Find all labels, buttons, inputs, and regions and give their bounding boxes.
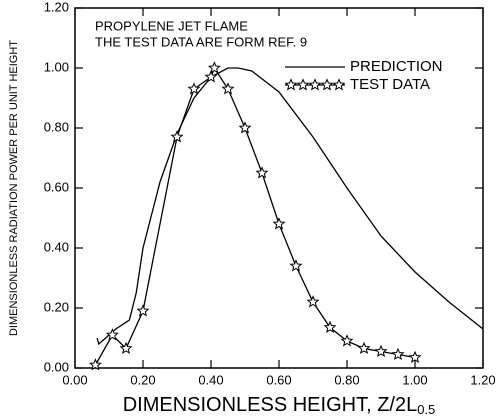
x-axis-label-subscript: 0.5 bbox=[417, 402, 435, 416]
y-tick-label: 0.00 bbox=[44, 359, 69, 374]
legend-label: PREDICTION bbox=[350, 58, 443, 75]
legend-star bbox=[296, 78, 310, 91]
star-marker bbox=[170, 130, 184, 143]
star-marker bbox=[204, 70, 218, 83]
x-axis-label-main: DIMENSIONLESS HEIGHT, Z/2L bbox=[123, 394, 418, 416]
annotation: THE TEST DATA ARE FORM REF. 9 bbox=[95, 34, 307, 49]
y-tick-label: 0.40 bbox=[44, 239, 69, 254]
x-tick-label: 0.00 bbox=[62, 372, 87, 387]
star-marker bbox=[391, 347, 405, 361]
x-tick-label: 0.40 bbox=[198, 372, 223, 387]
star-marker bbox=[374, 344, 388, 358]
x-axis-label: DIMENSIONLESS HEIGHT, Z/2L0.5 bbox=[123, 394, 436, 416]
y-axis-label: DIMENSIONLESS RADIATION POWER PER UNIT H… bbox=[8, 40, 20, 336]
star-marker bbox=[207, 61, 221, 74]
star-marker bbox=[272, 217, 286, 230]
x-tick-label: 1.00 bbox=[402, 372, 427, 387]
x-tick-label: 0.80 bbox=[334, 372, 359, 387]
star-marker bbox=[289, 259, 303, 272]
x-tick-label: 0.20 bbox=[130, 372, 155, 387]
legend-star bbox=[332, 78, 346, 91]
star-marker bbox=[255, 166, 269, 179]
y-tick-label: 0.20 bbox=[44, 299, 69, 314]
y-tick-label: 0.60 bbox=[44, 179, 69, 194]
legend-star bbox=[284, 78, 298, 91]
star-marker bbox=[105, 328, 119, 341]
legend-star bbox=[308, 78, 322, 91]
y-tick-label: 1.00 bbox=[44, 59, 69, 74]
annotation: PROPYLENE JET FLAME bbox=[95, 18, 248, 33]
star-marker bbox=[119, 341, 133, 355]
x-tick-label: 0.60 bbox=[266, 372, 291, 387]
star-marker bbox=[88, 358, 102, 371]
line bbox=[96, 67, 484, 346]
star-marker bbox=[323, 320, 337, 334]
star-marker bbox=[306, 295, 320, 308]
y-tick-label: 1.20 bbox=[44, 0, 69, 14]
legend-star bbox=[320, 78, 334, 91]
star-marker bbox=[357, 341, 371, 355]
star-marker bbox=[238, 121, 252, 134]
y-tick-label: 0.80 bbox=[44, 119, 69, 134]
star-marker bbox=[187, 82, 201, 95]
star-marker bbox=[136, 304, 150, 317]
x-tick-label: 1.20 bbox=[470, 372, 495, 387]
star-marker bbox=[408, 350, 422, 364]
legend-label: TEST DATA bbox=[350, 76, 430, 93]
star-marker bbox=[340, 334, 354, 347]
star-marker bbox=[221, 82, 235, 95]
